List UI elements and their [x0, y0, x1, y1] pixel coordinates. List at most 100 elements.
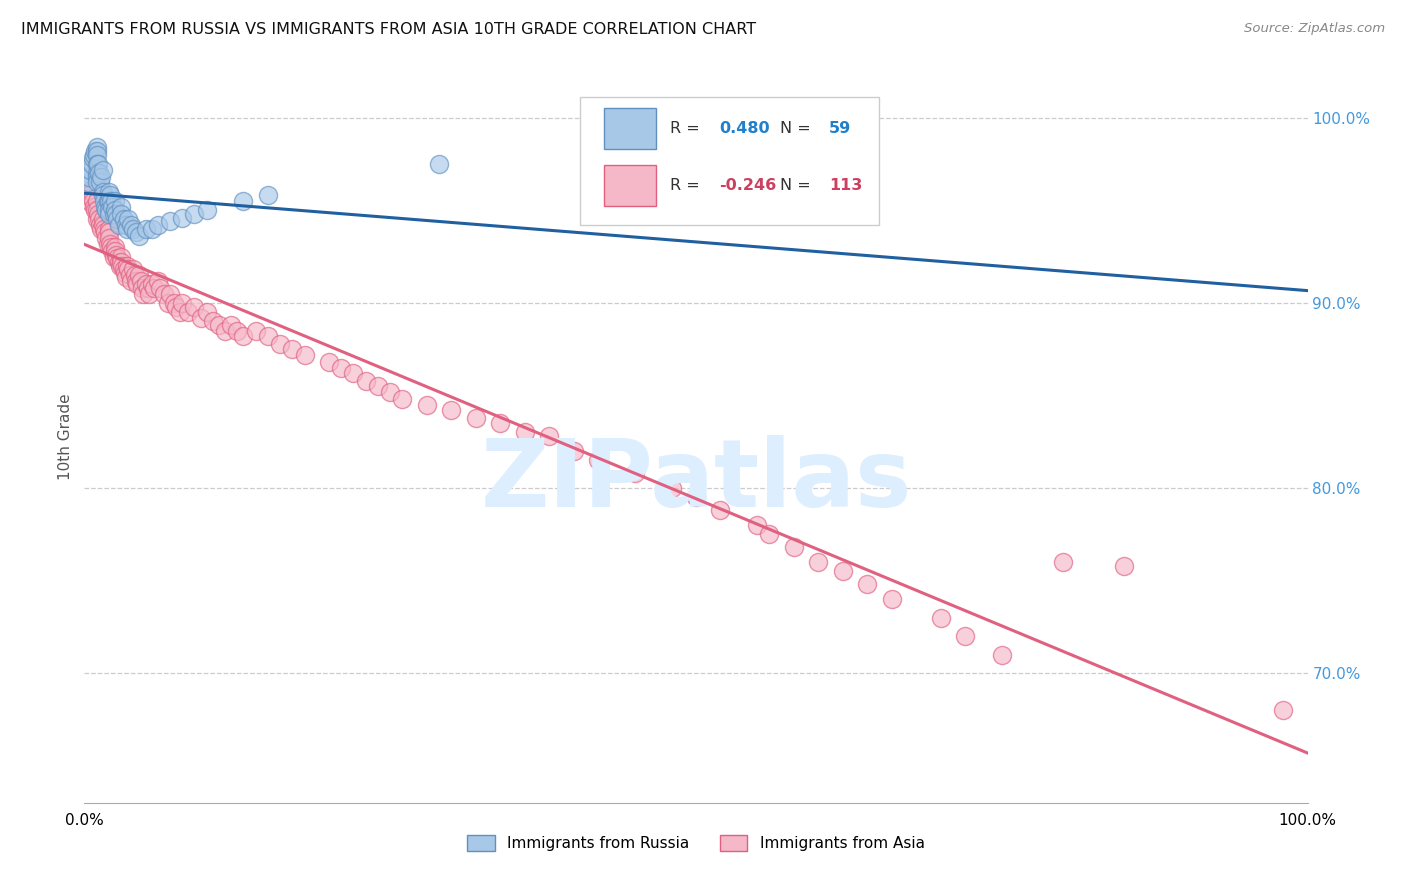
- Point: [93, 221, 115, 235]
- Point: [120, 218, 142, 232]
- Point: [709, 503, 731, 517]
- Point: [183, 300, 205, 314]
- Point: [856, 577, 879, 591]
- Point: [97, 194, 120, 208]
- Point: [661, 481, 683, 495]
- Point: [79, 188, 101, 202]
- Point: [108, 259, 131, 273]
- Point: [1114, 558, 1136, 573]
- Point: [87, 166, 110, 180]
- Point: [232, 329, 254, 343]
- Point: [93, 194, 115, 208]
- Text: -0.246: -0.246: [720, 178, 776, 193]
- Text: N =: N =: [780, 178, 817, 193]
- Point: [159, 286, 181, 301]
- Point: [991, 648, 1014, 662]
- Point: [90, 169, 112, 184]
- Point: [464, 410, 486, 425]
- Point: [97, 231, 120, 245]
- Point: [77, 194, 100, 208]
- Point: [104, 203, 127, 218]
- Point: [758, 527, 780, 541]
- Point: [97, 207, 120, 221]
- Text: N =: N =: [780, 120, 817, 136]
- Point: [96, 231, 118, 245]
- Point: [132, 286, 155, 301]
- Point: [82, 152, 104, 166]
- Point: [880, 592, 903, 607]
- Point: [104, 244, 127, 258]
- Point: [91, 212, 114, 227]
- Point: [367, 379, 389, 393]
- Point: [201, 314, 224, 328]
- Point: [125, 277, 148, 292]
- Point: [105, 248, 128, 262]
- Point: [257, 329, 280, 343]
- Point: [97, 226, 120, 240]
- Point: [163, 295, 186, 310]
- Point: [624, 466, 647, 480]
- Text: 0.480: 0.480: [720, 120, 770, 136]
- Point: [77, 176, 100, 190]
- Text: R =: R =: [671, 178, 706, 193]
- Point: [136, 281, 159, 295]
- Point: [219, 318, 242, 332]
- Point: [86, 176, 108, 190]
- Point: [86, 140, 108, 154]
- Point: [440, 403, 463, 417]
- Point: [103, 207, 125, 221]
- Point: [257, 188, 280, 202]
- Point: [98, 188, 121, 202]
- Point: [128, 229, 150, 244]
- Point: [86, 166, 108, 180]
- Point: [118, 268, 141, 282]
- Point: [117, 262, 139, 277]
- Point: [94, 226, 117, 240]
- Point: [135, 277, 157, 292]
- Legend: Immigrants from Russia, Immigrants from Asia: Immigrants from Russia, Immigrants from …: [461, 830, 931, 857]
- Point: [105, 207, 128, 221]
- Point: [87, 207, 110, 221]
- Point: [538, 429, 561, 443]
- Point: [159, 214, 181, 228]
- Point: [91, 162, 114, 177]
- FancyBboxPatch shape: [579, 97, 880, 225]
- Point: [195, 305, 218, 319]
- Point: [269, 336, 291, 351]
- Point: [747, 518, 769, 533]
- Point: [101, 200, 124, 214]
- Point: [190, 310, 212, 325]
- Point: [110, 207, 132, 221]
- Point: [82, 194, 104, 208]
- Point: [86, 203, 108, 218]
- Point: [84, 144, 107, 158]
- Point: [115, 269, 138, 284]
- Text: 113: 113: [830, 178, 863, 193]
- Point: [125, 226, 148, 240]
- Point: [138, 286, 160, 301]
- Point: [318, 355, 340, 369]
- Point: [143, 281, 166, 295]
- Point: [89, 176, 111, 190]
- Point: [104, 194, 127, 208]
- Point: [177, 305, 200, 319]
- Text: R =: R =: [671, 120, 706, 136]
- Point: [586, 453, 609, 467]
- Point: [391, 392, 413, 406]
- Point: [94, 200, 117, 214]
- Point: [172, 295, 194, 310]
- Point: [354, 374, 377, 388]
- Point: [125, 274, 148, 288]
- Point: [128, 268, 150, 282]
- Point: [87, 157, 110, 171]
- Point: [101, 244, 124, 258]
- Point: [783, 541, 806, 555]
- Point: [195, 203, 218, 218]
- Point: [77, 188, 100, 202]
- Point: [97, 236, 120, 251]
- Point: [107, 218, 129, 232]
- Point: [104, 240, 127, 254]
- Point: [110, 250, 132, 264]
- Point: [330, 360, 353, 375]
- Point: [427, 157, 450, 171]
